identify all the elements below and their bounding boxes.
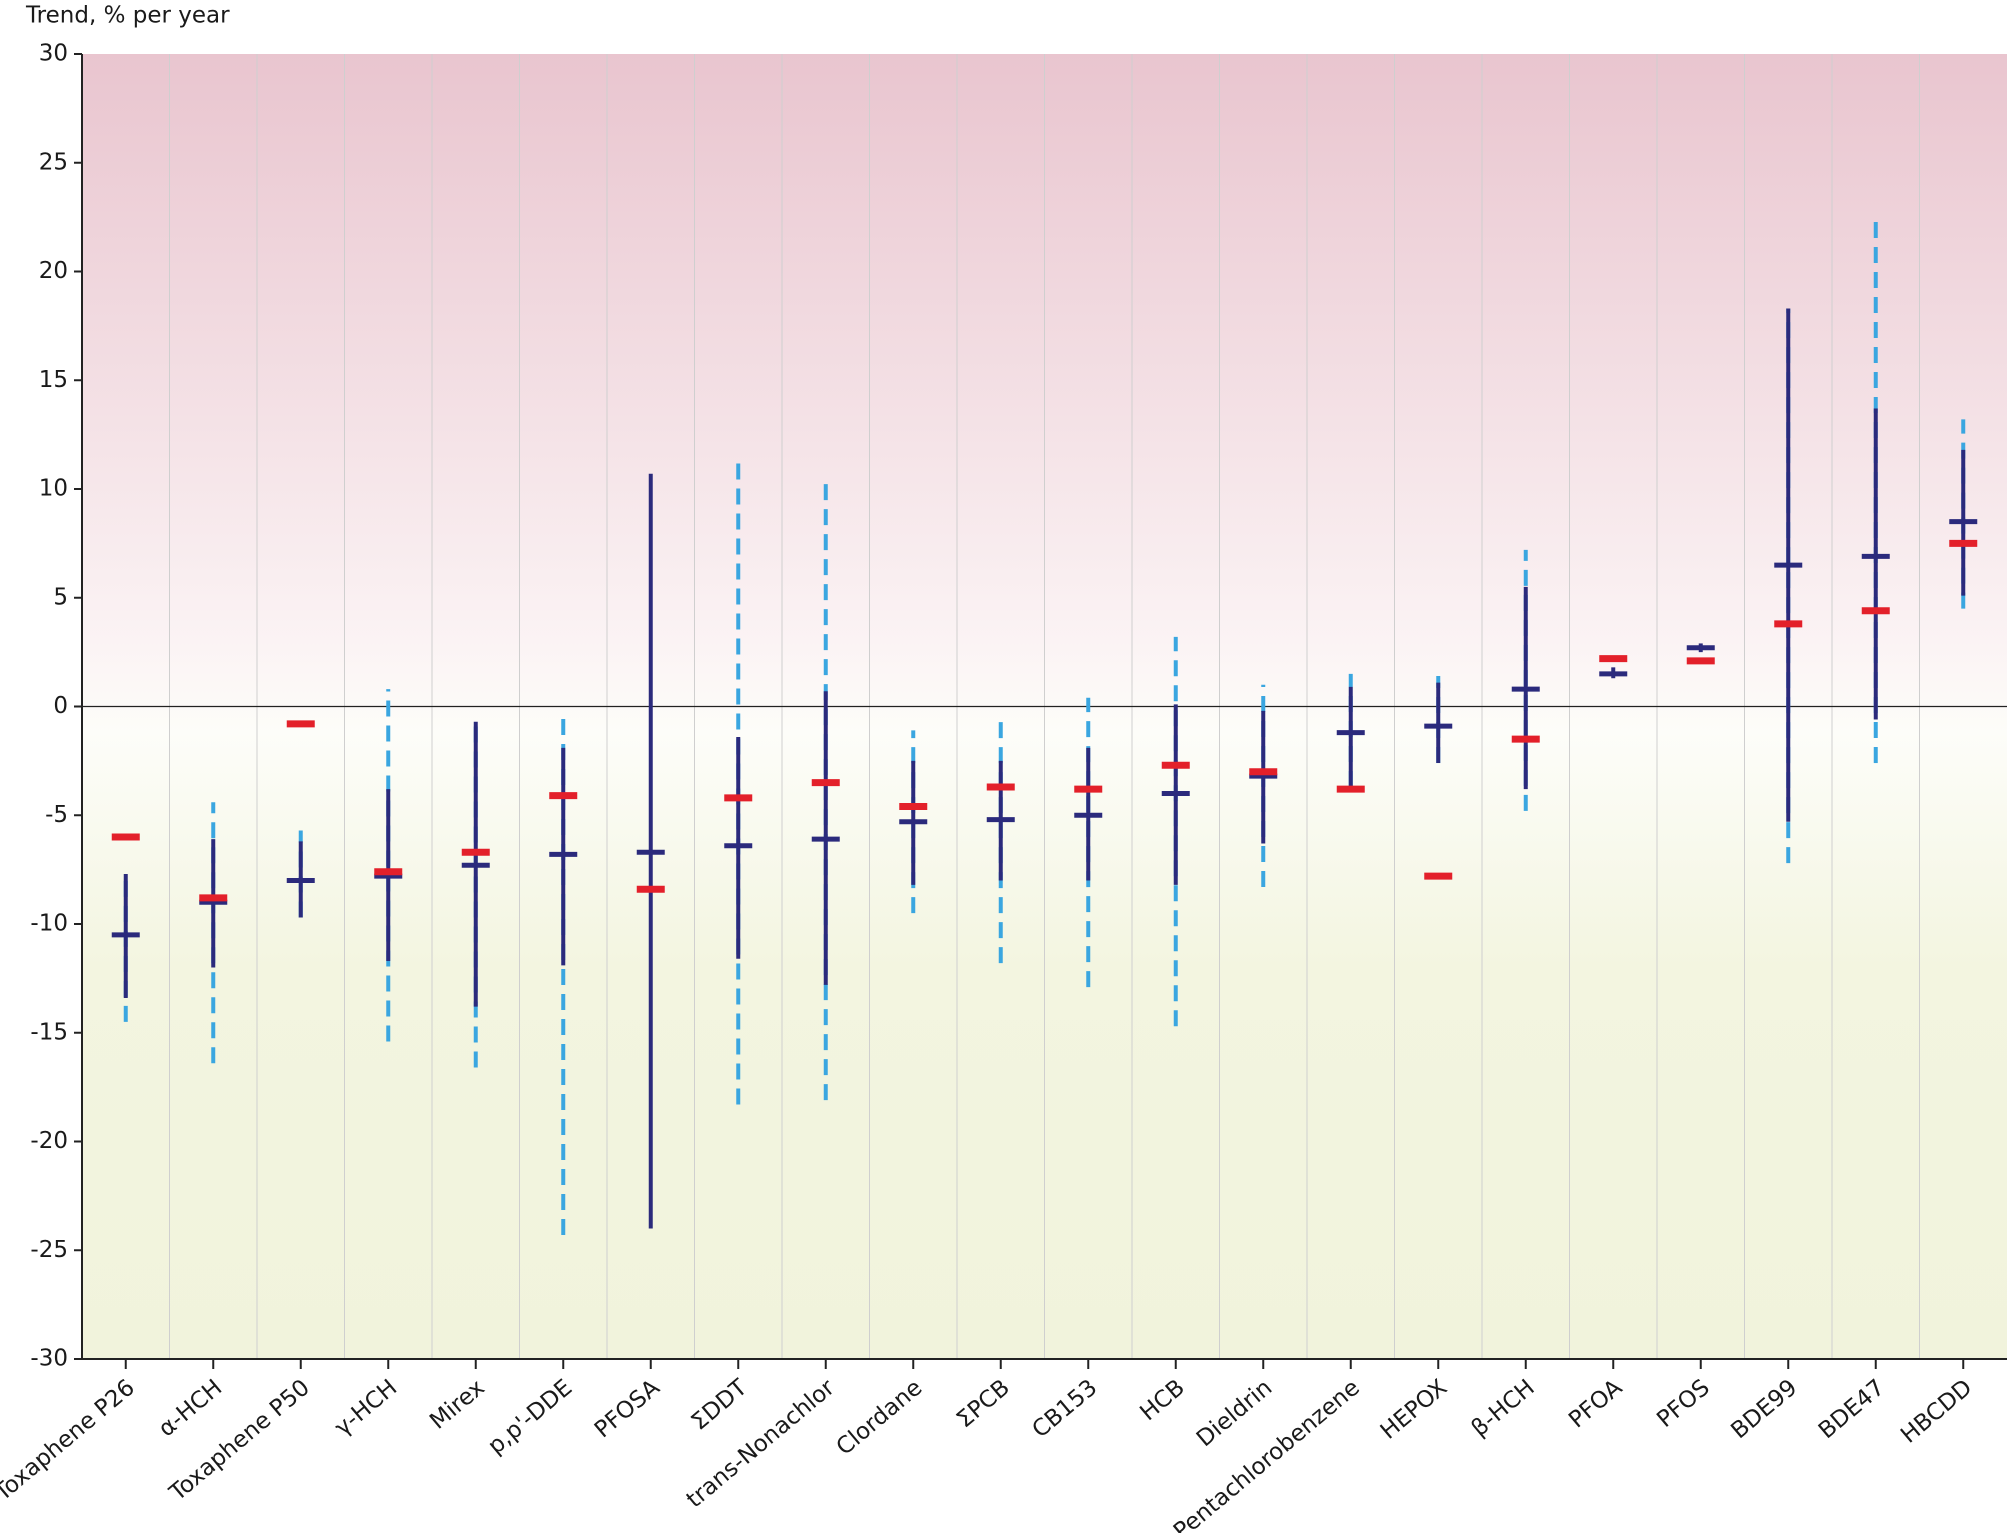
y-tick-label: 10 <box>39 476 68 502</box>
x-tick-label: γ-HCH <box>330 1375 402 1442</box>
y-axis-title: Trend, % per year <box>25 3 230 29</box>
x-tick-label: HCB <box>1135 1375 1189 1427</box>
x-tick-label: BDE99 <box>1726 1375 1802 1445</box>
x-tick-label: α-HCH <box>154 1375 227 1443</box>
y-tick-label: 15 <box>39 367 68 393</box>
y-tick-label: 30 <box>39 41 68 67</box>
x-tick-label: Clordane <box>832 1375 928 1461</box>
x-tick-label: Dieldrin <box>1192 1375 1277 1453</box>
x-tick-label: β-HCH <box>1467 1375 1540 1442</box>
y-tick-label: 0 <box>53 693 68 719</box>
y-tick-label: 25 <box>39 149 68 175</box>
x-tick-label: HBCDD <box>1896 1375 1977 1449</box>
y-tick-label: 5 <box>53 584 68 610</box>
x-tick-label: BDE47 <box>1814 1375 1890 1445</box>
x-tick-label: PFOS <box>1652 1375 1715 1433</box>
x-tick-label: p,p'-DDE <box>483 1375 577 1460</box>
x-tick-label: HEPOX <box>1376 1375 1453 1445</box>
x-tick-label: ΣPCB <box>952 1375 1015 1434</box>
x-tick-label: Mirex <box>425 1375 490 1435</box>
x-tick-label: ΣDDT <box>687 1374 753 1436</box>
y-tick-label: -30 <box>30 1346 68 1372</box>
x-tick-label: trans-Nonachlor <box>682 1374 840 1513</box>
y-tick-label: -25 <box>30 1237 68 1263</box>
y-tick-label: -10 <box>30 911 68 937</box>
y-tick-label: 20 <box>39 258 68 284</box>
x-tick-label: CB153 <box>1028 1375 1103 1444</box>
x-tick-label: PFOSA <box>590 1374 665 1443</box>
y-tick-label: -15 <box>30 1019 68 1045</box>
x-tick-label: PFOA <box>1564 1374 1627 1433</box>
y-tick-label: -5 <box>45 802 68 828</box>
y-tick-label: -20 <box>30 1128 68 1154</box>
x-tick-label: Toxaphene P26 <box>0 1375 140 1507</box>
